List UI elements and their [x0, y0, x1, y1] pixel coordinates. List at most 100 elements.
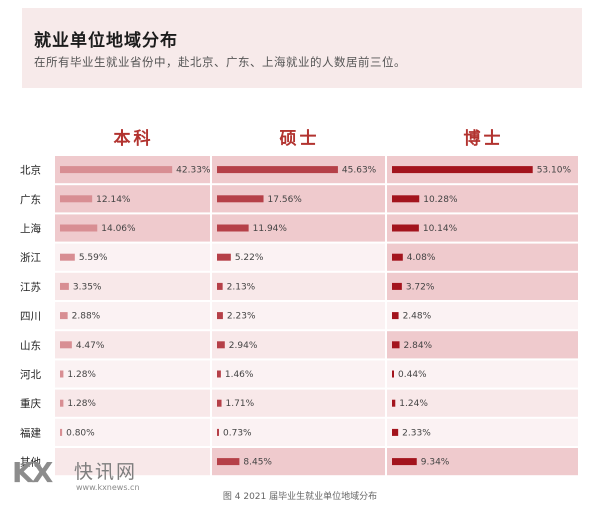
bar — [392, 458, 417, 466]
cell-background — [55, 331, 210, 359]
row-label: 重庆 — [20, 397, 41, 410]
row-label: 上海 — [20, 222, 41, 235]
value-label: 5.59% — [79, 253, 108, 263]
bar — [217, 166, 338, 174]
value-label: 1.24% — [399, 399, 428, 409]
bar — [217, 458, 240, 466]
watermark-url: www.kxnews.cn — [76, 483, 140, 492]
cell-background — [212, 448, 385, 476]
value-label: 2.48% — [403, 312, 432, 322]
cell-background — [55, 243, 210, 271]
value-label: 4.47% — [76, 341, 105, 351]
bar — [217, 370, 221, 378]
value-label: 0.44% — [398, 370, 427, 380]
cell-background — [212, 389, 385, 417]
value-label: 2.84% — [404, 341, 433, 351]
row-label: 北京 — [20, 164, 41, 177]
row-label: 浙江 — [20, 252, 41, 264]
bar — [60, 282, 69, 290]
figure-caption: 图 4 2021 届毕业生就业单位地域分布 — [222, 492, 378, 502]
cell-background — [212, 360, 385, 388]
cell-background — [387, 331, 578, 359]
bar — [392, 341, 400, 349]
page-title: 就业单位地域分布 — [34, 31, 178, 51]
value-label: 42.33% — [176, 166, 211, 176]
cell-background — [387, 243, 578, 271]
cell-background — [387, 448, 578, 476]
cell-background — [387, 389, 578, 417]
value-label: 2.23% — [227, 312, 256, 322]
column-title-3: 博士 — [464, 128, 504, 149]
row-label: 其他 — [20, 456, 41, 469]
value-label: 1.46% — [225, 370, 254, 380]
cell-background — [55, 360, 210, 388]
cell-background — [55, 389, 210, 417]
row-label: 河北 — [20, 369, 41, 381]
watermark-logo: KX — [12, 456, 53, 489]
bar — [392, 428, 399, 436]
bar — [217, 253, 231, 261]
cell-background — [212, 302, 385, 330]
bar — [60, 399, 64, 407]
cell-background — [212, 243, 385, 271]
watermark: KX 快讯网 www.kxnews.cn — [12, 456, 172, 496]
bar — [60, 224, 98, 232]
value-label: 1.28% — [67, 399, 96, 409]
value-label: 10.28% — [423, 195, 458, 205]
bar — [392, 370, 394, 378]
row-label: 福建 — [20, 426, 41, 439]
header-panel — [22, 8, 582, 88]
bar — [60, 253, 75, 261]
value-label: 2.88% — [72, 312, 101, 322]
column-title-2: 硕士 — [280, 128, 320, 149]
cell-background — [212, 418, 385, 446]
cell-background — [212, 331, 385, 359]
value-label: 45.63% — [342, 166, 377, 176]
page-subtitle: 在所有毕业生就业省份中，赴北京、广东、上海就业的人数居前三位。 — [34, 55, 406, 69]
bar — [217, 282, 223, 290]
cell-background — [212, 272, 385, 300]
value-label: 8.45% — [243, 458, 272, 468]
bar — [392, 399, 396, 407]
cell-background — [387, 272, 578, 300]
cell-background — [387, 418, 578, 446]
value-label: 4.08% — [407, 253, 436, 263]
value-label: 0.73% — [223, 428, 252, 438]
value-label: 1.28% — [67, 370, 96, 380]
row-label: 山东 — [20, 339, 41, 352]
value-label: 2.94% — [229, 341, 258, 351]
cell-background — [55, 272, 210, 300]
value-label: 2.13% — [227, 282, 256, 292]
value-label: 53.10% — [537, 166, 572, 176]
bar — [60, 312, 68, 320]
bar — [60, 341, 72, 349]
bar — [392, 166, 533, 174]
cell-background — [55, 418, 210, 446]
cell-background — [55, 302, 210, 330]
bar — [217, 195, 264, 203]
bar — [217, 428, 219, 436]
value-label: 0.80% — [66, 428, 95, 438]
value-label: 12.14% — [96, 195, 131, 205]
bar — [60, 428, 63, 436]
cell-background — [387, 360, 578, 388]
value-label: 17.56% — [268, 195, 303, 205]
bar — [392, 282, 402, 290]
bar — [392, 253, 403, 261]
value-label: 2.33% — [402, 428, 431, 438]
value-label: 3.35% — [73, 282, 102, 292]
bar — [217, 341, 225, 349]
value-label: 3.72% — [406, 282, 435, 292]
value-label: 9.34% — [421, 458, 450, 468]
bar — [60, 166, 173, 174]
column-title-1: 本科 — [114, 128, 154, 149]
bar — [60, 370, 64, 378]
value-label: 10.14% — [423, 224, 458, 234]
bar — [392, 195, 420, 203]
bar — [217, 312, 223, 320]
bar — [217, 224, 249, 232]
value-label: 11.94% — [253, 224, 288, 234]
cell-background — [55, 448, 210, 476]
row-label: 四川 — [20, 311, 41, 323]
cell-background — [387, 302, 578, 330]
